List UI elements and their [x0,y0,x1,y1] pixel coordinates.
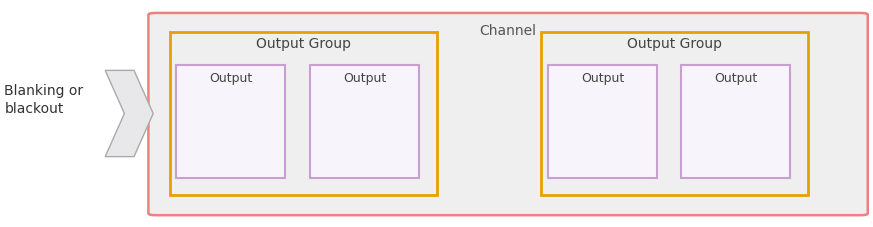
Text: Output Group: Output Group [627,37,722,52]
Text: Output: Output [581,72,624,84]
FancyBboxPatch shape [548,65,657,178]
Text: Channel: Channel [479,24,537,38]
FancyBboxPatch shape [310,65,419,178]
FancyBboxPatch shape [170,32,436,195]
Text: Output Group: Output Group [256,37,351,52]
FancyBboxPatch shape [541,32,808,195]
Text: Output: Output [210,72,252,84]
Text: Output: Output [714,72,757,84]
Polygon shape [106,70,154,157]
FancyBboxPatch shape [681,65,790,178]
FancyBboxPatch shape [148,13,868,215]
FancyBboxPatch shape [176,65,285,178]
Text: Output: Output [343,72,386,84]
Text: Blanking or
blackout: Blanking or blackout [4,84,84,116]
